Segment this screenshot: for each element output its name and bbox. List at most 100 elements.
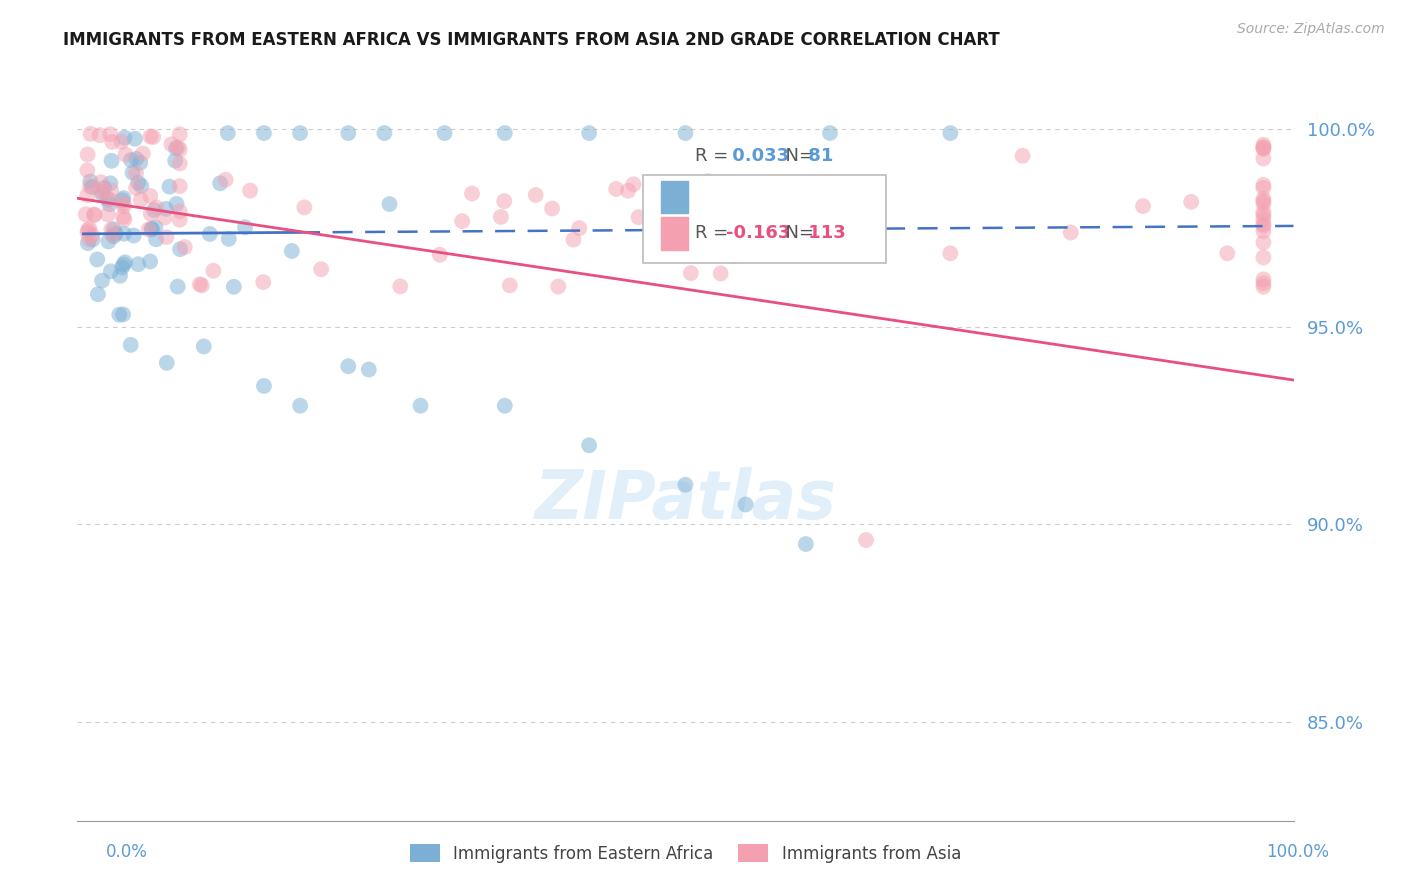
Point — [125, 181, 148, 195]
Point — [578, 126, 600, 140]
Point — [141, 222, 163, 236]
Point — [696, 174, 718, 188]
Point — [661, 214, 683, 228]
Point — [103, 222, 125, 236]
Point — [169, 128, 191, 142]
Point — [1253, 219, 1275, 233]
Point — [209, 176, 232, 190]
Point — [233, 220, 256, 235]
Point — [1132, 199, 1154, 213]
Point — [112, 210, 135, 224]
Point — [97, 207, 120, 221]
Point — [97, 192, 120, 206]
Point — [1253, 194, 1275, 209]
Text: 81: 81 — [801, 147, 834, 165]
Point — [357, 362, 380, 376]
Point — [145, 232, 167, 246]
Point — [82, 180, 104, 194]
Point — [794, 537, 817, 551]
Point — [125, 152, 148, 166]
Point — [675, 477, 697, 491]
Point — [139, 207, 162, 221]
Point — [725, 247, 748, 261]
Text: 113: 113 — [801, 224, 846, 243]
Point — [165, 153, 187, 168]
Point — [939, 246, 962, 260]
Point — [108, 268, 131, 283]
Point — [155, 202, 177, 216]
Point — [112, 191, 135, 205]
Point — [98, 127, 121, 141]
Point — [124, 132, 146, 146]
Point — [713, 176, 735, 190]
Point — [578, 438, 600, 452]
Point — [101, 135, 124, 149]
Point — [114, 147, 136, 161]
Point — [127, 176, 149, 190]
Point — [111, 260, 134, 275]
Text: 0.0%: 0.0% — [105, 843, 148, 861]
Point — [253, 126, 276, 140]
Text: R =: R = — [695, 224, 734, 243]
Point — [1253, 196, 1275, 211]
Point — [605, 182, 627, 196]
Point — [79, 179, 101, 194]
Point — [723, 249, 745, 263]
Point — [129, 193, 152, 207]
Point — [710, 267, 733, 281]
Point — [76, 188, 98, 202]
Point — [734, 498, 756, 512]
Point — [165, 141, 187, 155]
Point — [1253, 152, 1275, 166]
Point — [125, 166, 148, 180]
Point — [852, 202, 875, 216]
Point — [87, 287, 110, 301]
Point — [153, 211, 176, 225]
Point — [198, 227, 221, 241]
Point — [76, 236, 98, 251]
Point — [451, 214, 474, 228]
Point — [188, 277, 211, 292]
Point — [104, 227, 127, 241]
Point — [139, 189, 162, 203]
Point — [98, 197, 121, 211]
Point — [1180, 194, 1202, 209]
Point — [132, 146, 155, 161]
Point — [1253, 205, 1275, 219]
Point — [159, 179, 181, 194]
Point — [114, 255, 136, 269]
Point — [617, 184, 640, 198]
Point — [120, 153, 142, 167]
Point — [77, 232, 100, 246]
Point — [112, 199, 135, 213]
Point — [373, 126, 395, 140]
Point — [1253, 140, 1275, 154]
Point — [83, 208, 105, 222]
Point — [1253, 272, 1275, 286]
Point — [169, 156, 191, 170]
Point — [83, 207, 105, 221]
Point — [112, 227, 135, 241]
Point — [143, 203, 166, 218]
Point — [156, 356, 179, 370]
Text: 0.033: 0.033 — [725, 147, 789, 165]
Point — [499, 278, 522, 293]
Point — [79, 174, 101, 188]
Point — [80, 228, 103, 243]
Point — [114, 212, 136, 227]
Point — [541, 202, 564, 216]
Point — [100, 184, 122, 198]
Point — [217, 126, 239, 140]
Point — [252, 275, 274, 289]
Point — [1060, 226, 1083, 240]
Point — [1253, 224, 1275, 238]
Point — [202, 263, 225, 277]
Point — [75, 207, 97, 221]
Point — [193, 339, 215, 353]
Point — [1253, 212, 1275, 227]
Point — [679, 266, 702, 280]
Point — [568, 221, 591, 235]
Point — [111, 194, 134, 208]
Legend: Immigrants from Eastern Africa, Immigrants from Asia: Immigrants from Eastern Africa, Immigran… — [404, 838, 967, 870]
Point — [90, 175, 112, 189]
